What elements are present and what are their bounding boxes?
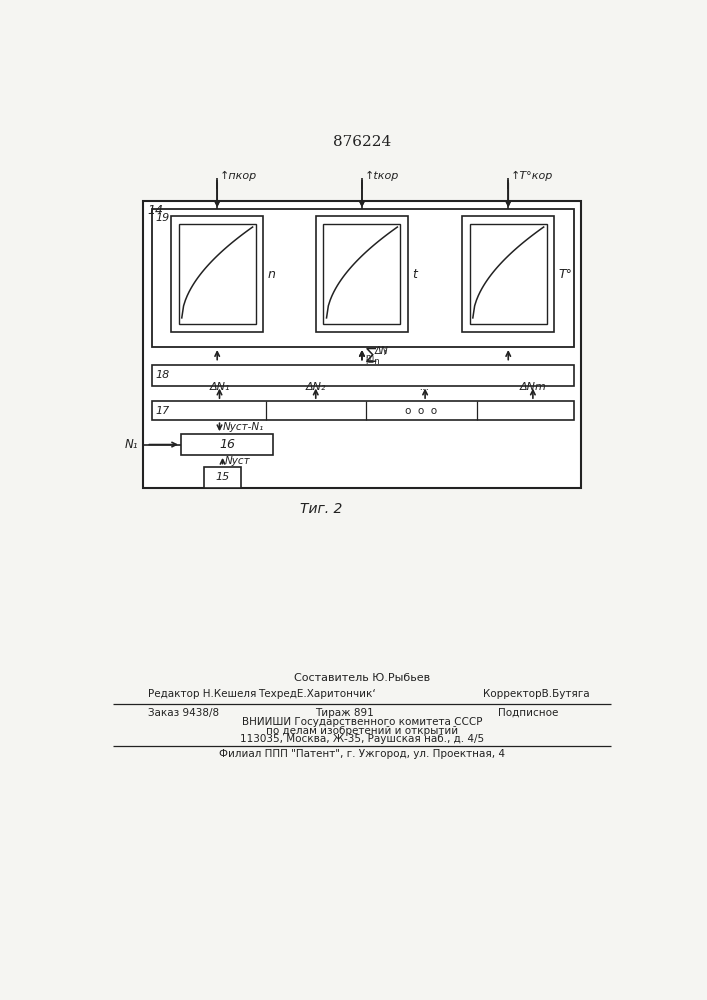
Text: КорректорВ.Бутяга: КорректорВ.Бутяга [483, 689, 590, 699]
Bar [152, 209, 573, 347]
Text: t: t [412, 267, 417, 280]
Text: ↑пкор: ↑пкор [219, 171, 257, 181]
Text: m: m [365, 353, 373, 362]
Bar [324, 224, 400, 324]
Text: T°: T° [559, 267, 572, 280]
Text: Nуст-N₁: Nуст-N₁ [223, 422, 264, 432]
Bar [152, 401, 573, 420]
Bar [469, 224, 547, 324]
Text: 876224: 876224 [333, 135, 391, 149]
Text: 19: 19 [156, 213, 170, 223]
Text: N₁: N₁ [125, 438, 139, 451]
Text: Подписное: Подписное [498, 708, 559, 718]
Text: Филиал ППП "Патент", г. Ужгород, ул. Проектная, 4: Филиал ППП "Патент", г. Ужгород, ул. Про… [219, 749, 505, 759]
Text: n: n [267, 267, 275, 280]
Text: ↑T°кор: ↑T°кор [510, 171, 553, 181]
Text: 113035, Москва, Ж-35, Раушская наб., д. 4/5: 113035, Москва, Ж-35, Раушская наб., д. … [240, 734, 484, 744]
Text: ΔN₂: ΔN₂ [305, 382, 326, 392]
Bar [462, 216, 554, 332]
Text: ΔN₁: ΔN₁ [209, 382, 230, 392]
Text: Τиг. 2: Τиг. 2 [300, 502, 342, 516]
Text: Nуст: Nуст [225, 456, 250, 466]
Text: ВНИИШИ Государственного комитета СССР: ВНИИШИ Государственного комитета СССР [242, 717, 482, 727]
Text: 17: 17 [156, 406, 170, 416]
Bar [316, 216, 408, 332]
Text: Заказ 9438/8: Заказ 9438/8 [148, 708, 219, 718]
Text: 15: 15 [216, 472, 230, 482]
Text: Тираж 891: Тираж 891 [315, 708, 373, 718]
Bar [143, 201, 581, 488]
Bar [179, 224, 256, 324]
Text: ↑tкор: ↑tкор [364, 171, 399, 181]
Text: $\sum$: $\sum$ [365, 345, 378, 364]
Text: ΔNm: ΔNm [520, 382, 547, 392]
Bar [204, 466, 241, 488]
Text: o  o  o: o o o [405, 406, 438, 416]
Text: 14: 14 [147, 204, 163, 217]
Text: Составитель Ю.Рыбьев: Составитель Ю.Рыбьев [294, 673, 430, 683]
Text: 16: 16 [219, 438, 235, 451]
Text: ΔN: ΔN [375, 346, 389, 356]
Text: по делам изобретений и открытий: по делам изобретений и открытий [266, 726, 458, 736]
Text: ...: ... [420, 382, 431, 392]
Text: 18: 18 [156, 370, 170, 380]
Text: i=n: i=n [365, 357, 380, 366]
Text: i: i [383, 348, 386, 357]
Bar [152, 365, 573, 386]
Text: ТехредЕ.Харитончик‘: ТехредЕ.Харитончик‘ [259, 689, 376, 699]
Text: Редактор Н.Кешеля: Редактор Н.Кешеля [148, 689, 256, 699]
Bar [171, 216, 264, 332]
Bar [181, 434, 274, 455]
